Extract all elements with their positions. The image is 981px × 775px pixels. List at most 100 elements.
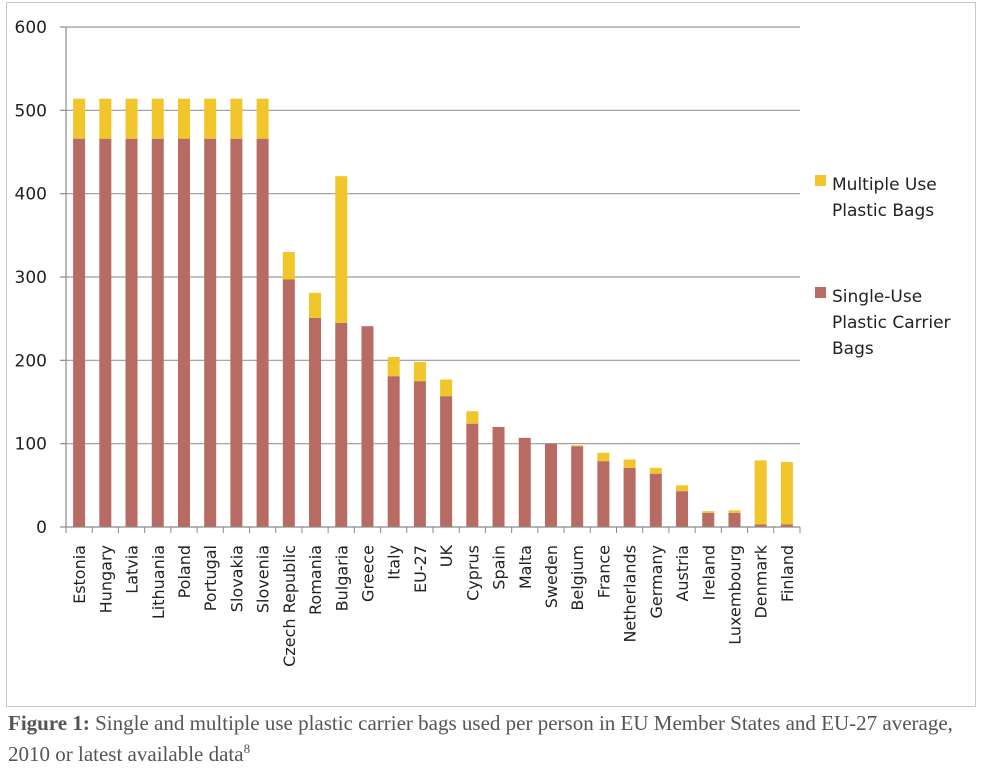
x-tick-label: Lithuania xyxy=(149,545,168,619)
bar-multiple-use-ireland xyxy=(702,511,715,513)
x-tick-label: Latvia xyxy=(123,545,142,594)
x-tick-label: UK xyxy=(437,544,456,567)
y-tick-label: 400 xyxy=(15,185,47,205)
y-tick-label: 100 xyxy=(15,435,47,455)
x-tick-label: Netherlands xyxy=(621,545,640,643)
gridlines xyxy=(66,26,800,445)
bar-multiple-use-france xyxy=(597,452,610,462)
bar-multiple-use-estonia xyxy=(73,98,86,139)
x-tick-label: Luxembourg xyxy=(725,545,744,645)
x-tick-label: Estonia xyxy=(70,545,89,604)
bar-multiple-use-latvia xyxy=(125,98,138,139)
bar-single-use-france xyxy=(597,461,610,527)
x-tick-label: Sweden xyxy=(542,545,561,608)
bar-single-use-italy xyxy=(387,376,400,527)
bar-multiple-use-bulgaria xyxy=(335,176,348,323)
legend-label: Plastic Carrier xyxy=(832,313,951,333)
legend-label: Bags xyxy=(832,339,874,359)
bar-single-use-austria xyxy=(676,491,689,527)
bar-single-use-czech-republic xyxy=(282,279,295,527)
y-tick-label: 200 xyxy=(15,351,47,371)
bar-single-use-finland xyxy=(780,524,793,527)
bar-multiple-use-lithuania xyxy=(151,98,164,139)
bar-single-use-hungary xyxy=(99,138,112,527)
legend-swatch xyxy=(815,175,826,186)
bar-single-use-portugal xyxy=(204,138,217,527)
x-tick-label: EU-27 xyxy=(411,545,430,593)
legend: Multiple Use Plastic Bags Single-Use Plasti… xyxy=(815,175,951,359)
bar-multiple-use-hungary xyxy=(99,98,112,139)
bar-single-use-eu-27 xyxy=(413,381,426,527)
bar-single-use-ireland xyxy=(702,512,715,527)
bar-multiple-use-eu-27 xyxy=(413,362,426,382)
x-tick-label: Italy xyxy=(385,545,404,580)
legend-label: Single-Use xyxy=(832,287,922,307)
bar-single-use-latvia xyxy=(125,138,138,527)
x-tick-label: Spain xyxy=(490,545,509,590)
bar-multiple-use-czech-republic xyxy=(282,252,295,280)
y-tick-label: 0 xyxy=(36,518,47,538)
caption-text: Single and multiple use plastic carrier … xyxy=(8,711,953,766)
x-tick-label: Slovakia xyxy=(227,545,246,612)
bar-single-use-cyprus xyxy=(466,423,479,527)
bar-single-use-romania xyxy=(309,317,322,527)
y-tick-label: 500 xyxy=(15,101,47,121)
bar-single-use-lithuania xyxy=(151,138,164,527)
legend-label: Plastic Bags xyxy=(832,201,934,221)
x-tick-label: Finland xyxy=(778,545,797,602)
bar-single-use-bulgaria xyxy=(335,322,348,527)
x-tick-label: Czech Republic xyxy=(280,545,299,667)
axes xyxy=(60,26,801,533)
bar-multiple-use-netherlands xyxy=(623,459,636,468)
bar-single-use-estonia xyxy=(73,138,86,527)
x-tick-label: Poland xyxy=(175,545,194,598)
figure-caption: Figure 1: Single and multiple use plasti… xyxy=(8,711,973,767)
bar-single-use-poland xyxy=(177,138,190,527)
x-tick-label: Austria xyxy=(673,545,692,602)
x-tick-label: Belgium xyxy=(568,545,587,611)
caption-label: Figure 1: xyxy=(8,711,90,735)
bar-multiple-use-uk xyxy=(440,379,453,397)
y-tick-labels: 0 100 200 300 400 500 600 xyxy=(15,18,47,538)
caption-footnote: 8 xyxy=(243,741,251,756)
x-tick-label: Ireland xyxy=(699,545,718,600)
bar-multiple-use-romania xyxy=(309,292,322,318)
bar-multiple-use-belgium xyxy=(571,445,584,447)
y-tick-label: 600 xyxy=(15,18,47,38)
bar-multiple-use-germany xyxy=(649,467,662,474)
x-tick-label: Hungary xyxy=(96,545,115,613)
bar-single-use-luxembourg xyxy=(728,512,741,527)
bar-multiple-use-finland xyxy=(780,462,793,525)
legend-label: Multiple Use xyxy=(832,175,937,195)
bar-multiple-use-poland xyxy=(177,98,190,139)
bar-single-use-malta xyxy=(518,437,531,527)
bar-single-use-netherlands xyxy=(623,467,636,527)
bar-multiple-use-denmark xyxy=(754,460,767,525)
x-tick-label: Bulgaria xyxy=(332,545,351,611)
x-tick-label: Greece xyxy=(358,545,377,602)
chart-frame xyxy=(6,2,976,707)
bars xyxy=(73,98,793,527)
x-tick-label: Slovenia xyxy=(254,545,273,613)
bar-single-use-slovenia xyxy=(256,138,269,527)
x-tick-label: Malta xyxy=(516,545,535,589)
y-tick-label: 300 xyxy=(15,268,47,288)
bar-multiple-use-portugal xyxy=(204,98,217,139)
bar-single-use-sweden xyxy=(544,443,557,527)
bar-single-use-belgium xyxy=(571,446,584,527)
x-tick-label: Romania xyxy=(306,545,325,615)
x-tick-label: France xyxy=(594,545,613,598)
x-tick-label: Cyprus xyxy=(463,545,482,601)
bar-multiple-use-luxembourg xyxy=(728,510,741,513)
bar-multiple-use-italy xyxy=(387,357,400,377)
x-tick-label: Germany xyxy=(647,545,666,619)
x-tick-label: Portugal xyxy=(201,545,220,611)
bar-multiple-use-slovenia xyxy=(256,98,269,139)
bar-multiple-use-slovakia xyxy=(230,98,243,139)
x-tick-label: Denmark xyxy=(752,544,771,618)
bar-single-use-germany xyxy=(649,473,662,527)
bar-single-use-slovakia xyxy=(230,138,243,527)
bar-single-use-spain xyxy=(492,427,505,527)
legend-swatch xyxy=(815,287,826,298)
bar-multiple-use-austria xyxy=(676,485,689,492)
